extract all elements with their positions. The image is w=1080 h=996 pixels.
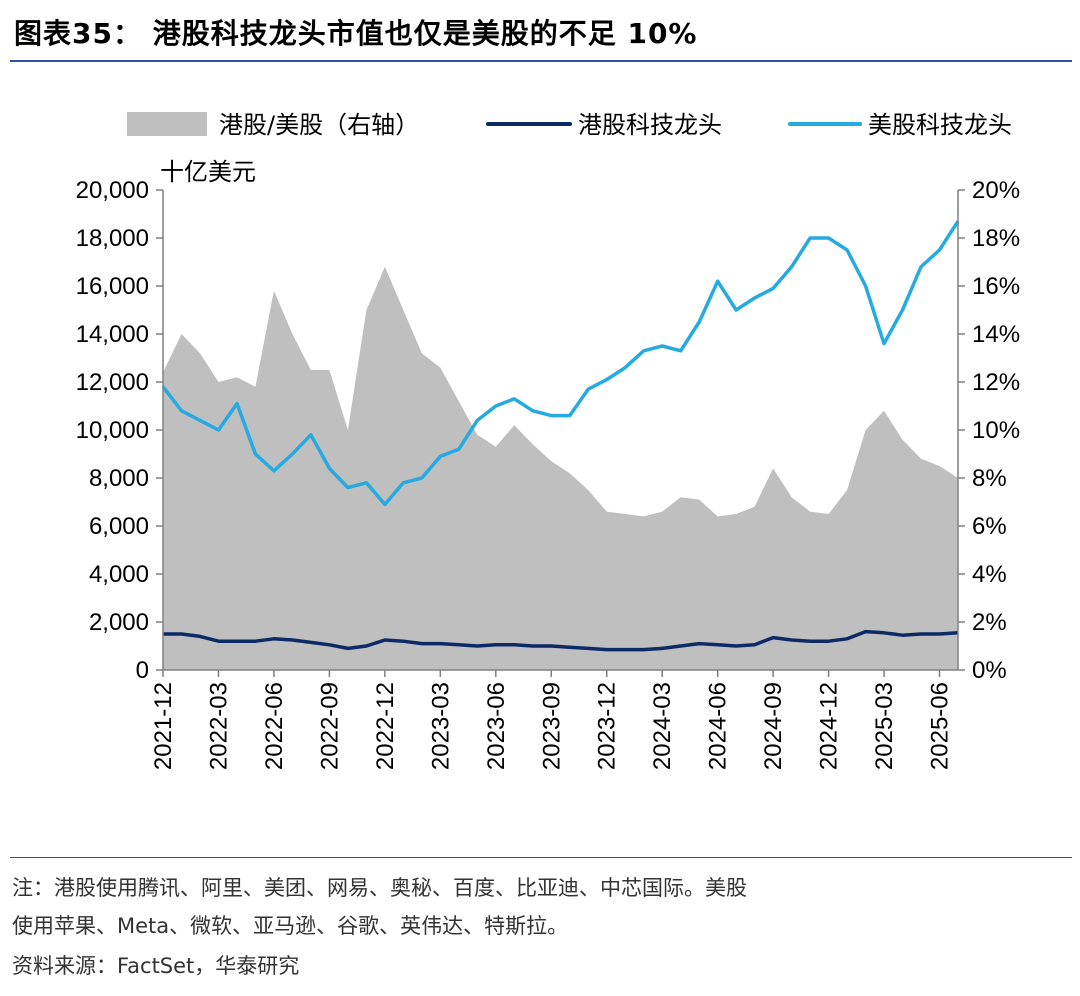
left-tick-label: 8,000 (89, 465, 149, 492)
x-tick-label: 2024-03 (649, 682, 676, 770)
right-tick-label: 6% (972, 513, 1007, 540)
right-tick-label: 20% (972, 177, 1020, 204)
plot-area (161, 220, 960, 670)
title-divider (10, 60, 1072, 62)
x-tick-label: 2025-03 (871, 682, 898, 770)
left-tick-label: 18,000 (76, 225, 149, 252)
left-tick-label: 16,000 (76, 273, 149, 300)
left-tick-label: 14,000 (76, 321, 149, 348)
series-area-hk-us-ratio (163, 266, 958, 670)
legend-swatch-area (127, 112, 207, 136)
x-tick-label: 2025-06 (927, 682, 954, 770)
x-tick-label: 2024-09 (760, 682, 787, 770)
series-line-hk-tech (163, 629, 959, 652)
legend-label-ratio: 港股/美股（右轴） (219, 111, 419, 139)
chart-canvas: 港股/美股（右轴） 港股科技龙头 美股科技龙头 十亿美元 0 2,000 4,000 6,… (76, 111, 1020, 770)
right-tick-label: 8% (972, 465, 1007, 492)
note-line-2: 使用苹果、Meta、微软、亚马逊、谷歌、英伟达、特斯拉。 (12, 914, 569, 938)
right-tick-label: 0% (972, 657, 1007, 684)
right-tick-label: 4% (972, 561, 1007, 588)
right-tick-label: 16% (972, 273, 1020, 300)
left-tick-label: 4,000 (89, 561, 149, 588)
legend: 港股/美股（右轴） 港股科技龙头 美股科技龙头 (127, 111, 1012, 139)
x-tick-label: 2023-06 (483, 682, 510, 770)
right-tick-label: 18% (972, 225, 1020, 252)
x-tick-label: 2022-09 (316, 682, 343, 770)
x-tick-label: 2023-09 (538, 682, 565, 770)
x-tick-label: 2024-06 (705, 682, 732, 770)
x-tick-label: 2023-03 (427, 682, 454, 770)
x-tick-label: 2022-06 (261, 682, 288, 770)
source-line: 资料来源：FactSet，华泰研究 (12, 954, 300, 978)
right-tick-label: 2% (972, 609, 1007, 636)
left-tick-label: 12,000 (76, 369, 149, 396)
left-tick-label: 10,000 (76, 417, 149, 444)
legend-label-us: 美股科技龙头 (868, 111, 1012, 139)
left-axis-unit: 十亿美元 (160, 158, 256, 186)
left-tick-label: 0 (136, 657, 149, 684)
x-tick-label: 2023-12 (594, 682, 621, 770)
left-tick-label: 2,000 (89, 609, 149, 636)
legend-label-hk: 港股科技龙头 (578, 111, 722, 139)
figure-title: 图表35： 港股科技龙头市值也仅是美股的不足 10% (14, 17, 698, 50)
x-tick-label: 2022-03 (205, 682, 232, 770)
axes: 0 2,000 4,000 6,000 8,000 10,000 12,000 14,000 1… (76, 177, 1020, 770)
left-tick-label: 20,000 (76, 177, 149, 204)
left-tick-label: 6,000 (89, 513, 149, 540)
x-tick-label: 2021-12 (150, 682, 177, 770)
note-divider (10, 857, 1072, 858)
note-line-1: 注：港股使用腾讯、阿里、美团、网易、奥秘、百度、比亚迪、中芯国际。美股 (12, 876, 747, 900)
series-line-us-tech (161, 220, 960, 507)
right-tick-label: 14% (972, 321, 1020, 348)
x-tick-label: 2022-12 (372, 682, 399, 770)
right-tick-label: 12% (972, 369, 1020, 396)
right-tick-label: 10% (972, 417, 1020, 444)
x-tick-label: 2024-12 (816, 682, 843, 770)
